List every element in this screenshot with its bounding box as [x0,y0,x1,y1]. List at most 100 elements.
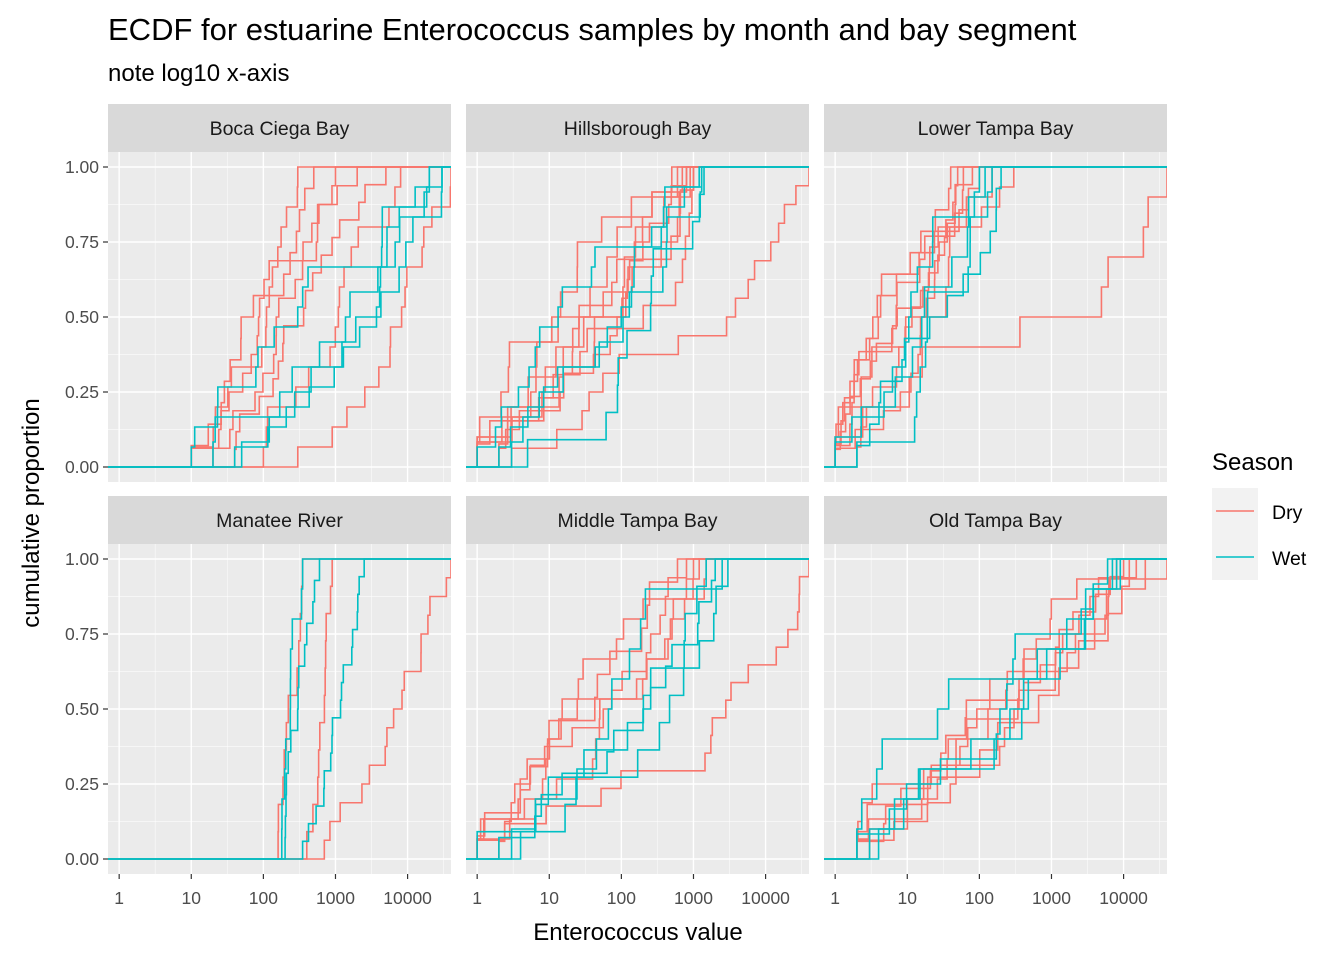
x-tick-label: 100 [607,888,636,908]
y-tick-label: 1.00 [65,157,99,177]
panel-series-group [824,558,1167,860]
legend-label-dry: Dry [1272,502,1303,524]
facet-strip [824,496,1167,544]
x-tick-label: 1 [472,888,482,908]
ecdf-line-dry [466,166,809,468]
ecdf-line-dry [466,558,809,860]
ecdf-line-wet [108,166,451,468]
x-tick-label: 1 [830,888,840,908]
ecdf-line-wet [824,166,1167,468]
facet-panel-middle-tampa-bay: Middle Tampa Bay 1 10 100 1000 10000 [466,496,809,908]
ecdf-line-dry [466,559,809,860]
ecdf-line-dry [824,558,1167,860]
ecdf-line-dry [824,558,1167,860]
ecdf-line-wet [824,558,1167,860]
y-tick-label: 0.50 [65,307,99,327]
y-tick-label: 0.00 [65,457,99,477]
facet-strip [824,104,1167,152]
facet-strip-label: Manatee River [216,510,343,532]
y-tick-label: 0.75 [65,624,99,644]
x-tick-label: 10 [182,888,202,908]
ecdf-line-wet [108,166,451,468]
facet-strip [466,496,809,544]
ecdf-line-dry [824,558,1167,860]
chart-title: ECDF for estuarine Enterococcus samples … [108,12,1077,47]
ecdf-line-wet [108,166,451,468]
x-tick-label: 10 [898,888,918,908]
ecdf-line-dry [108,167,451,468]
ecdf-line-dry [466,558,809,860]
y-tick-label: 0.00 [65,849,99,869]
x-tick-label: 1000 [1032,888,1071,908]
y-tick-label: 0.25 [65,774,99,794]
x-tick-label: 1000 [316,888,355,908]
facet-strip-label: Middle Tampa Bay [557,510,717,532]
ecdf-line-wet [824,166,1167,468]
ecdf-line-dry [824,167,1167,468]
facet-panel-boca-ciega-bay: Boca Ciega Bay 0.00 0.25 0.50 0.75 1.00 [65,104,451,482]
ecdf-line-dry [108,166,451,468]
x-tick-label: 1000 [674,888,713,908]
x-tick-label: 100 [249,888,278,908]
y-tick-label: 0.25 [65,382,99,402]
ecdf-line-dry [108,166,451,468]
ecdf-line-wet [466,166,809,468]
ecdf-line-dry [466,167,809,468]
ecdf-line-dry [466,166,809,468]
ecdf-line-wet [466,166,809,468]
ecdf-line-wet [466,166,809,468]
facet-strip-label: Boca Ciega Bay [210,118,350,140]
y-tick-label: 0.75 [65,232,99,252]
x-tick-label: 10000 [1099,888,1148,908]
legend: Season Dry Wet [1212,449,1307,580]
x-tick-label: 100 [965,888,994,908]
y-tick-label: 0.50 [65,699,99,719]
x-tick-label: 1 [114,888,124,908]
ecdf-line-dry [824,166,1167,468]
facet-panel-old-tampa-bay: Old Tampa Bay 1 10 100 1000 10000 [824,496,1167,908]
ecdf-line-wet [108,558,451,860]
ecdf-line-wet [108,166,451,468]
ecdf-line-dry [108,558,451,860]
ecdf-line-wet [824,558,1167,860]
panel-series-group [824,166,1167,468]
ecdf-line-wet [108,558,451,860]
facet-strip-label: Lower Tampa Bay [918,118,1074,140]
legend-title: Season [1212,449,1293,476]
ecdf-line-dry [108,559,451,860]
ecdf-line-dry [824,558,1167,860]
x-axis-title: Enterococcus value [533,919,742,946]
facet-panel-manatee-river: Manatee River 0.00 0.25 0.50 0.75 1.00 1 10 100 1… [65,496,451,908]
ecdf-line-wet [108,558,451,860]
y-axis-title: cumulative proportion [18,398,45,627]
ecdf-line-dry [108,166,451,468]
y-tick-label: 1.00 [65,549,99,569]
panel-series-group [108,558,451,860]
ecdf-line-dry [466,558,809,860]
x-tick-label: 10 [540,888,560,908]
legend-label-wet: Wet [1272,548,1307,570]
chart-subtitle: note log10 x-axis [108,60,290,87]
panel-series-group [466,558,809,860]
ecdf-line-dry [466,166,809,468]
facet-strip [108,496,451,544]
facet-panel-lower-tampa-bay: Lower Tampa Bay [824,104,1167,482]
facet-panel-hillsborough-bay: Hillsborough Bay [466,104,809,482]
ecdf-line-dry [466,558,809,860]
ecdf-line-wet [824,166,1167,468]
ecdf-line-dry [108,166,451,468]
facet-strip [466,104,809,152]
ecdf-line-dry [824,559,1167,860]
ecdf-line-dry [824,166,1167,468]
ecdf-line-wet [466,558,809,860]
ecdf-line-wet [466,558,809,860]
panel-series-group [466,166,809,468]
facet-strip-label: Old Tampa Bay [929,510,1062,532]
x-tick-label: 10000 [383,888,432,908]
x-tick-label: 10000 [741,888,790,908]
ecdf-line-wet [824,166,1167,468]
facet-strip-label: Hillsborough Bay [564,118,712,140]
panel-series-group [108,166,451,468]
